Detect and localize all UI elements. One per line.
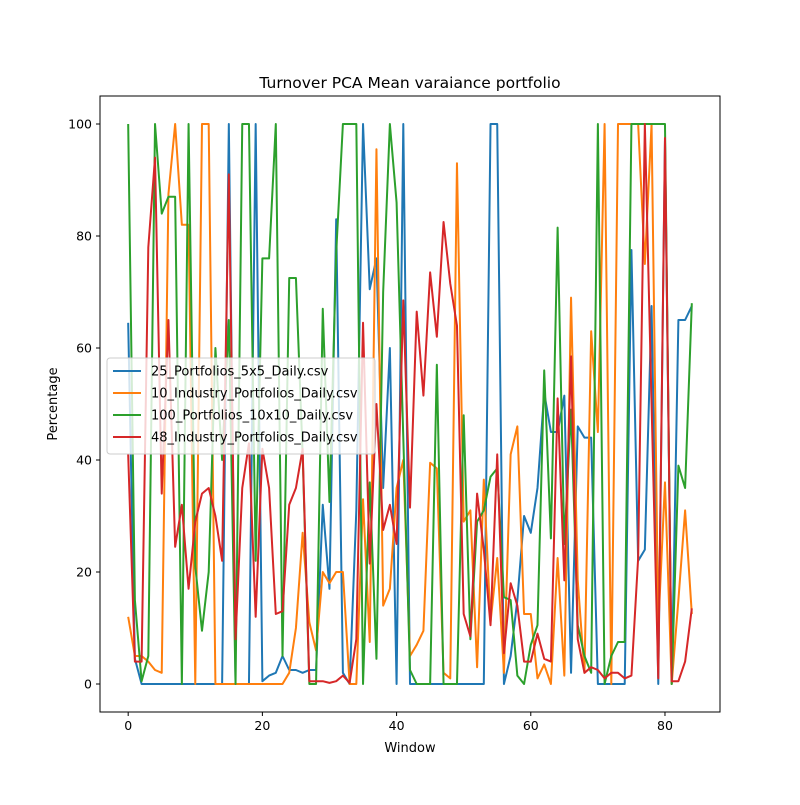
- x-tick-label: 20: [254, 718, 270, 733]
- x-tick-label: 80: [657, 718, 673, 733]
- x-axis-ticks: 0 20 40 60 80: [124, 712, 673, 733]
- series-group: [127, 123, 693, 685]
- legend-label-1: 25_Portfolios_5x5_Daily.csv: [151, 365, 329, 380]
- y-tick-label: 100: [68, 117, 92, 132]
- series-line-3: [127, 123, 693, 685]
- x-tick-label: 60: [523, 718, 539, 733]
- legend-label-3: 100_Portfolios_10x10_Daily.csv: [151, 409, 353, 424]
- legend-label-4: 48_Industry_Portfolios_Daily.csv: [151, 431, 358, 446]
- legend: 25_Portfolios_5x5_Daily.csv 10_Industry_P…: [106, 357, 376, 455]
- y-tick-label: 80: [76, 229, 92, 244]
- y-axis-ticks: 0 20 40 60 80 100: [68, 117, 100, 692]
- series-line-4: [127, 123, 693, 684]
- chart-title: Turnover PCA Mean varaiance portfolio: [258, 74, 560, 92]
- y-tick-label: 0: [84, 677, 92, 692]
- x-axis-label: Window: [384, 741, 436, 756]
- x-tick-label: 40: [389, 718, 405, 733]
- legend-box: [106, 357, 376, 455]
- x-tick-label: 0: [124, 718, 132, 733]
- y-tick-label: 20: [76, 565, 92, 580]
- y-tick-label: 40: [76, 453, 92, 468]
- y-tick-label: 60: [76, 341, 92, 356]
- plot-frame: [99, 95, 721, 713]
- y-axis-label: Percentage: [46, 367, 61, 440]
- legend-label-2: 10_Industry_Portfolios_Daily.csv: [151, 387, 358, 402]
